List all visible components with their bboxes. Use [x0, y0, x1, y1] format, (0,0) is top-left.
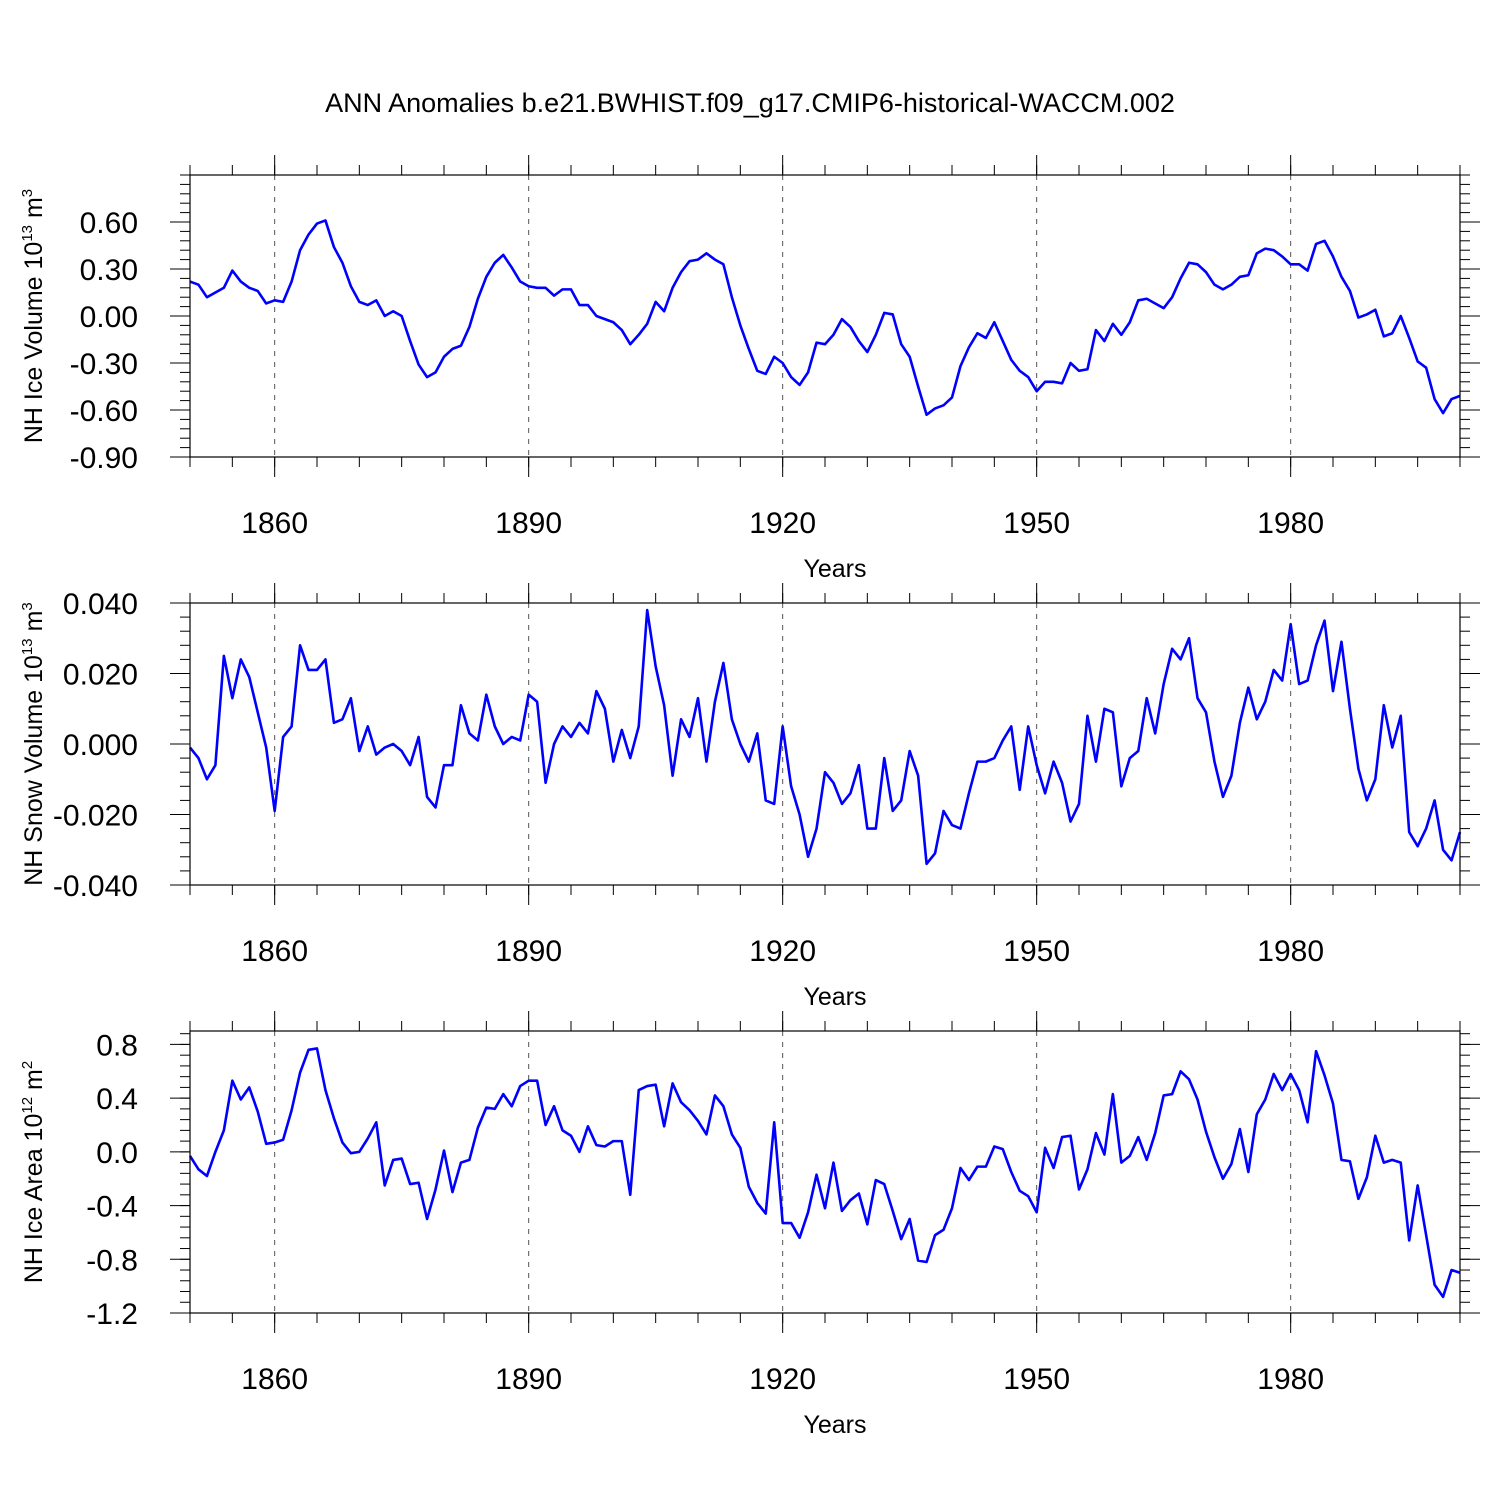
x-tick-label: 1920 [749, 507, 816, 540]
y-tick-label: 0.30 [80, 254, 138, 287]
y-tick-label: -0.60 [70, 395, 138, 428]
x-tick-label: 1890 [495, 1363, 562, 1396]
y-tick-label: -0.90 [70, 442, 138, 475]
x-tick-label: 1920 [749, 935, 816, 968]
y-axis-label-unit-exp: 3 [19, 189, 36, 197]
y-tick-label: 0.8 [96, 1029, 138, 1062]
y-axis-label-base: NH Ice Area 10 [20, 1114, 48, 1284]
x-tick-label: 1980 [1257, 935, 1324, 968]
plot-frame [189, 602, 1461, 886]
y-axis-label: NH Ice Area 1012 m2 [19, 1061, 48, 1283]
figure-title: ANN Anomalies b.e21.BWHIST.f09_g17.CMIP6… [325, 88, 1175, 118]
y-tick-label: -0.040 [53, 870, 138, 903]
x-axis-label: Years [803, 1411, 866, 1439]
y-axis-label-exp: 12 [19, 1097, 36, 1114]
series-line [188, 1047, 1461, 1299]
y-axis-label-unit: m [20, 611, 48, 639]
y-tick-label: 0.4 [96, 1083, 138, 1116]
x-tick-label: 1980 [1257, 1363, 1324, 1396]
y-axis-label-base: NH Snow Volume 10 [20, 655, 48, 886]
y-tick-label: -0.30 [70, 348, 138, 381]
y-axis-label-exp: 13 [19, 638, 36, 655]
x-tick-label: 1950 [1003, 935, 1070, 968]
y-axis-label-unit: m [20, 197, 48, 225]
series-line [189, 219, 1461, 417]
x-tick-label: 1950 [1003, 507, 1070, 540]
plot-frame [189, 174, 1461, 458]
y-tick-label: -1.2 [86, 1298, 138, 1331]
x-tick-label: 1890 [495, 935, 562, 968]
x-axis-label: Years [803, 983, 866, 1011]
y-tick-label: 0.040 [63, 588, 138, 621]
y-axis-label-base: NH Ice Volume 10 [20, 242, 48, 444]
x-tick-label: 1950 [1003, 1363, 1070, 1396]
plot-frame [189, 1030, 1461, 1314]
y-tick-label: -0.4 [86, 1191, 138, 1224]
y-tick-label: 0.000 [63, 729, 138, 762]
y-axis-label-unit-exp: 2 [19, 1061, 36, 1069]
y-axis-label: NH Snow Volume 1013 m3 [19, 602, 48, 886]
y-tick-label: 0.0 [96, 1137, 138, 1170]
y-tick-label: 0.020 [63, 659, 138, 692]
y-tick-label: -0.8 [86, 1244, 138, 1277]
x-tick-label: 1890 [495, 507, 562, 540]
y-axis-label-unit-exp: 3 [19, 602, 36, 610]
panels: 1860 1890 1920 1950 1980 0.60 0.30 0.00 -0.30 -0.… [19, 155, 1480, 1439]
y-axis-label-unit: m [20, 1069, 48, 1097]
x-tick-label: 1980 [1257, 507, 1324, 540]
y-axis-label: NH Ice Volume 1013 m3 [19, 189, 48, 443]
y-tick-label: 0.00 [80, 301, 138, 334]
y-tick-label: 0.60 [80, 207, 138, 240]
x-tick-label: 1860 [241, 1363, 308, 1396]
panel-1: 1860 1890 1920 1950 1980 0.60 0.30 0.00 -0.30 -0.… [19, 155, 1480, 583]
x-tick-label: 1860 [241, 935, 308, 968]
x-axis-label: Years [803, 555, 866, 583]
panel-3: 1860 1890 1920 1950 1980 0.8 0.4 0.0 -0.4 -0.8 -1.… [19, 1011, 1480, 1439]
y-axis-label-exp: 13 [19, 225, 36, 242]
x-tick-label: 1860 [241, 507, 308, 540]
y-tick-label: -0.020 [53, 800, 138, 833]
panel-2: 1860 1890 1920 1950 1980 0.040 0.020 0.000 -0.02… [19, 583, 1480, 1011]
series-line [188, 608, 1462, 866]
x-tick-label: 1920 [749, 1363, 816, 1396]
